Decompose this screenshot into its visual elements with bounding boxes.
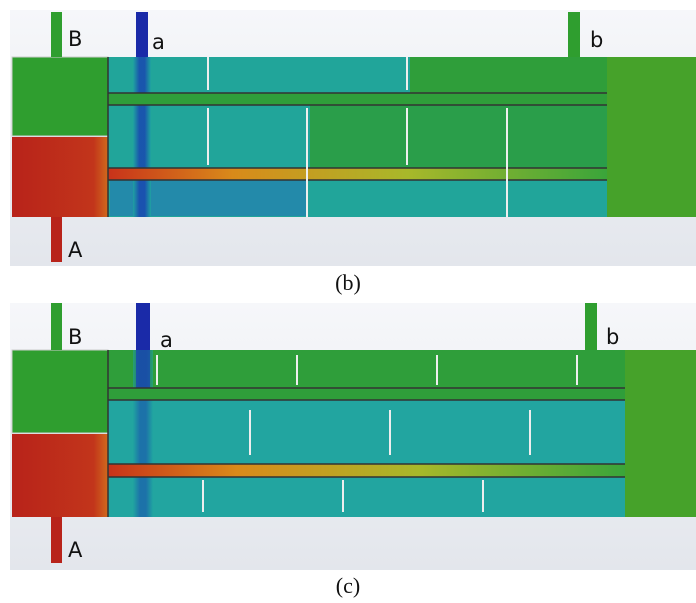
panel-c: B a b A (c): [10, 303, 696, 598]
port-label: b: [606, 325, 619, 349]
figure: B a b A (b) B a b A (c): [0, 0, 696, 603]
port-label: b: [590, 28, 603, 52]
port-label: B: [68, 325, 82, 349]
caption: (c): [336, 573, 360, 598]
caption: (b): [335, 270, 361, 295]
port-label: B: [68, 27, 82, 51]
panel-b: B a b A (b): [10, 10, 696, 295]
port-label: a: [160, 328, 173, 352]
port-label: a: [152, 30, 165, 54]
port-label: A: [68, 238, 83, 262]
port-label: A: [68, 538, 83, 562]
